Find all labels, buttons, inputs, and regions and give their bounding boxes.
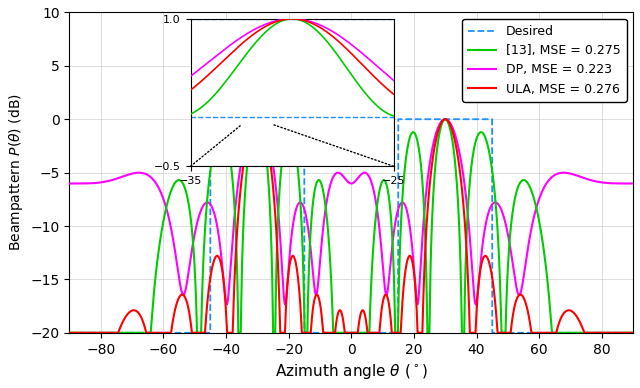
ULA, MSE = 0.276 bbox=[66, 331, 74, 335]
ULA, MSE = 0.276 bbox=[475, 277, 483, 282]
Desired bbox=[475, 117, 483, 121]
Desired bbox=[66, 331, 74, 335]
ULA, MSE = 0.276 bbox=[253, 117, 261, 121]
DP, MSE = 0.223 bbox=[333, 170, 341, 175]
DP, MSE = 0.223 bbox=[253, 117, 261, 121]
ULA, MSE = 0.276 bbox=[307, 329, 315, 333]
[13], MSE = 0.275 bbox=[303, 331, 310, 335]
Desired bbox=[207, 117, 214, 121]
Y-axis label: Beampattern $P(\theta)$ (dB): Beampattern $P(\theta)$ (dB) bbox=[7, 94, 25, 251]
DP, MSE = 0.223 bbox=[629, 181, 637, 186]
Desired bbox=[584, 331, 591, 335]
[13], MSE = 0.275 bbox=[629, 331, 637, 335]
ULA, MSE = 0.276 bbox=[612, 331, 620, 335]
[13], MSE = 0.275 bbox=[475, 131, 483, 136]
[13], MSE = 0.275 bbox=[333, 331, 341, 335]
[13], MSE = 0.275 bbox=[612, 331, 620, 335]
Legend: Desired, [13], MSE = 0.275, DP, MSE = 0.223, ULA, MSE = 0.276: Desired, [13], MSE = 0.275, DP, MSE = 0.… bbox=[462, 19, 627, 102]
DP, MSE = 0.223 bbox=[66, 181, 74, 186]
Desired bbox=[303, 331, 310, 335]
[13], MSE = 0.275 bbox=[253, 117, 261, 121]
Desired bbox=[629, 331, 637, 335]
Desired bbox=[612, 331, 620, 335]
DP, MSE = 0.223 bbox=[476, 275, 483, 280]
Line: Desired: Desired bbox=[70, 119, 633, 333]
X-axis label: Azimuth angle $\theta$ ($^\circ$): Azimuth angle $\theta$ ($^\circ$) bbox=[275, 362, 428, 381]
DP, MSE = 0.223 bbox=[472, 302, 479, 307]
ULA, MSE = 0.276 bbox=[303, 331, 310, 335]
[13], MSE = 0.275 bbox=[66, 331, 74, 335]
DP, MSE = 0.223 bbox=[584, 177, 592, 182]
ULA, MSE = 0.276 bbox=[629, 331, 637, 335]
Desired bbox=[307, 331, 315, 335]
DP, MSE = 0.223 bbox=[307, 249, 315, 254]
[13], MSE = 0.275 bbox=[307, 225, 315, 229]
DP, MSE = 0.223 bbox=[303, 215, 310, 220]
[13], MSE = 0.275 bbox=[584, 331, 591, 335]
Line: DP, MSE = 0.223: DP, MSE = 0.223 bbox=[70, 119, 633, 305]
DP, MSE = 0.223 bbox=[612, 181, 620, 186]
Line: [13], MSE = 0.275: [13], MSE = 0.275 bbox=[70, 119, 633, 333]
ULA, MSE = 0.276 bbox=[333, 314, 341, 318]
Desired bbox=[333, 331, 341, 335]
ULA, MSE = 0.276 bbox=[584, 331, 591, 335]
Line: ULA, MSE = 0.276: ULA, MSE = 0.276 bbox=[70, 119, 633, 333]
